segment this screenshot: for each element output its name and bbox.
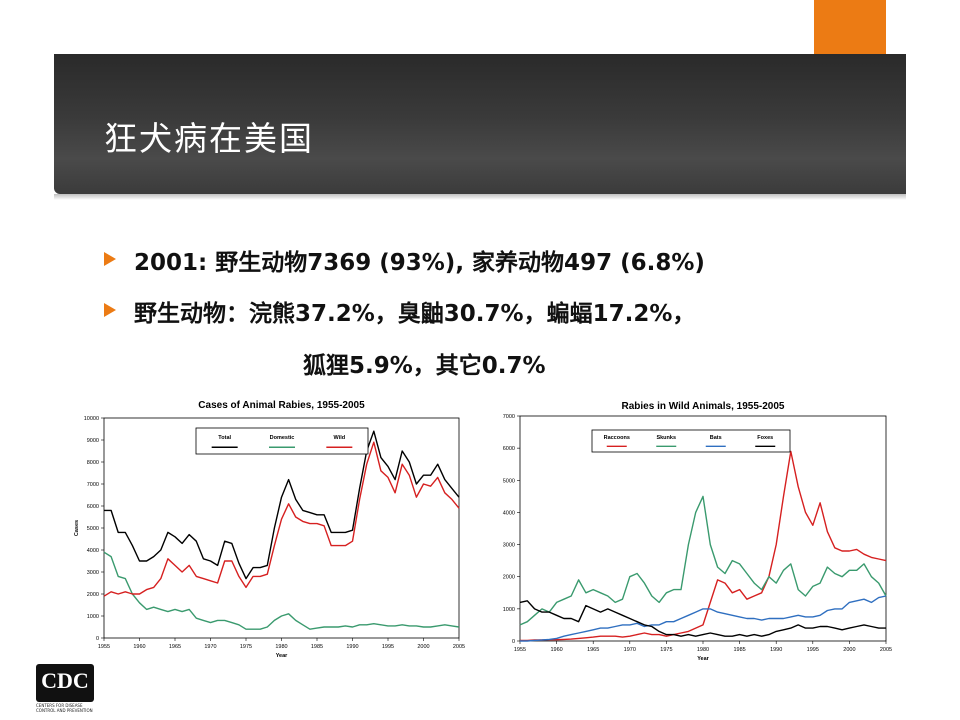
series-line-total	[104, 430, 460, 580]
x-tick-label: 2005	[453, 644, 465, 650]
cdc-logo-subtitle: CENTERS FOR DISEASE CONTROL AND PREVENTI…	[36, 703, 93, 713]
x-tick-label: 1965	[169, 644, 181, 650]
y-tick-label: 4000	[503, 510, 515, 516]
y-tick-label: 6000	[503, 446, 515, 452]
y-tick-label: 1000	[87, 614, 99, 620]
x-tick-label: 1995	[807, 647, 819, 653]
bullet-arrow-icon	[104, 303, 116, 317]
bullet-text-3: 狐狸5.9%，其它0.7%	[303, 353, 546, 379]
legend-label: Domestic	[270, 435, 295, 441]
x-tick-label: 1975	[240, 644, 252, 650]
y-tick-label: 8000	[87, 460, 99, 466]
x-tick-label: 1975	[660, 647, 672, 653]
legend-label: Raccoons	[604, 435, 630, 441]
chart-wild-animals-svg: Rabies in Wild Animals, 1955-2005 0 1000 20…	[503, 401, 892, 662]
series-line-bats	[520, 595, 887, 642]
x-tick-label: 2005	[880, 647, 892, 653]
x-tick-label: 1990	[346, 644, 358, 650]
bullet-arrow-icon	[104, 252, 116, 266]
series-line-domestic	[103, 551, 460, 630]
chart-animal-rabies-svg: Cases of Animal Rabies, 1955-2005 0 1000 20…	[74, 400, 465, 659]
y-tick-label: 7000	[87, 482, 99, 488]
x-tick-label: 1995	[382, 644, 394, 650]
legend-label: Total	[218, 435, 231, 441]
legend-label: Skunks	[656, 435, 676, 441]
y-tick-label: 2000	[503, 575, 515, 581]
series-line-wild	[103, 441, 460, 597]
y-tick-label: 10000	[84, 416, 99, 422]
legend-box	[591, 429, 791, 453]
y-axis-label: Cases	[74, 520, 80, 536]
y-tick-label: 4000	[87, 548, 99, 554]
bullet-text-2: 野生动物：浣熊37.2%，臭鼬30.7%，蝙蝠17.2%，	[134, 301, 696, 327]
x-tick-label: 1970	[624, 647, 636, 653]
series-line-foxes	[519, 600, 886, 637]
x-tick-label: 1990	[770, 647, 782, 653]
x-tick-label: 1980	[275, 644, 287, 650]
x-tick-label: 1985	[733, 647, 745, 653]
x-tick-label: 1970	[204, 644, 216, 650]
title-bar	[54, 54, 906, 200]
chart-animal-rabies: Cases of Animal Rabies, 1955-2005 0 1000 20…	[64, 394, 472, 662]
bullet-text-1: 2001: 野生动物7369 (93%), 家养动物497 (6.8%)	[134, 250, 705, 276]
series-line-skunks	[519, 495, 887, 626]
legend-label: Wild	[334, 435, 346, 441]
y-tick-label: 7000	[503, 414, 515, 420]
x-tick-label: 2000	[843, 647, 855, 653]
series-line-raccoons	[520, 450, 887, 642]
x-tick-label: 1960	[133, 644, 145, 650]
logo-text: CDC	[41, 668, 89, 693]
y-tick-label: 5000	[87, 526, 99, 532]
cdc-logo: CDC	[36, 664, 94, 702]
y-tick-label: 6000	[87, 504, 99, 510]
chart-title: Rabies in Wild Animals, 1955-2005	[622, 401, 785, 412]
y-tick-label: 5000	[503, 478, 515, 484]
x-tick-label: 1960	[550, 647, 562, 653]
legend-box	[195, 427, 369, 455]
x-tick-label: 1985	[311, 644, 323, 650]
x-tick-label: 1965	[587, 647, 599, 653]
y-tick-label: 0	[96, 636, 99, 642]
y-tick-label: 9000	[87, 438, 99, 444]
legend-label: Bats	[710, 435, 722, 441]
chart-title: Cases of Animal Rabies, 1955-2005	[198, 400, 365, 411]
y-tick-label: 3000	[503, 543, 515, 549]
x-tick-label: 1955	[514, 647, 526, 653]
legend-label: Foxes	[757, 435, 773, 441]
x-axis-label: Year	[697, 656, 709, 662]
x-axis-label: Year	[276, 653, 288, 659]
x-tick-label: 1980	[697, 647, 709, 653]
y-tick-label: 3000	[87, 570, 99, 576]
x-tick-label: 1955	[98, 644, 110, 650]
y-tick-label: 0	[512, 639, 515, 645]
slide-title: 狂犬病在美国	[104, 119, 314, 158]
y-tick-label: 1000	[503, 607, 515, 613]
y-tick-label: 2000	[87, 592, 99, 598]
chart-wild-animals: Rabies in Wild Animals, 1955-2005 0 1000 20…	[488, 394, 898, 666]
x-tick-label: 2000	[417, 644, 429, 650]
